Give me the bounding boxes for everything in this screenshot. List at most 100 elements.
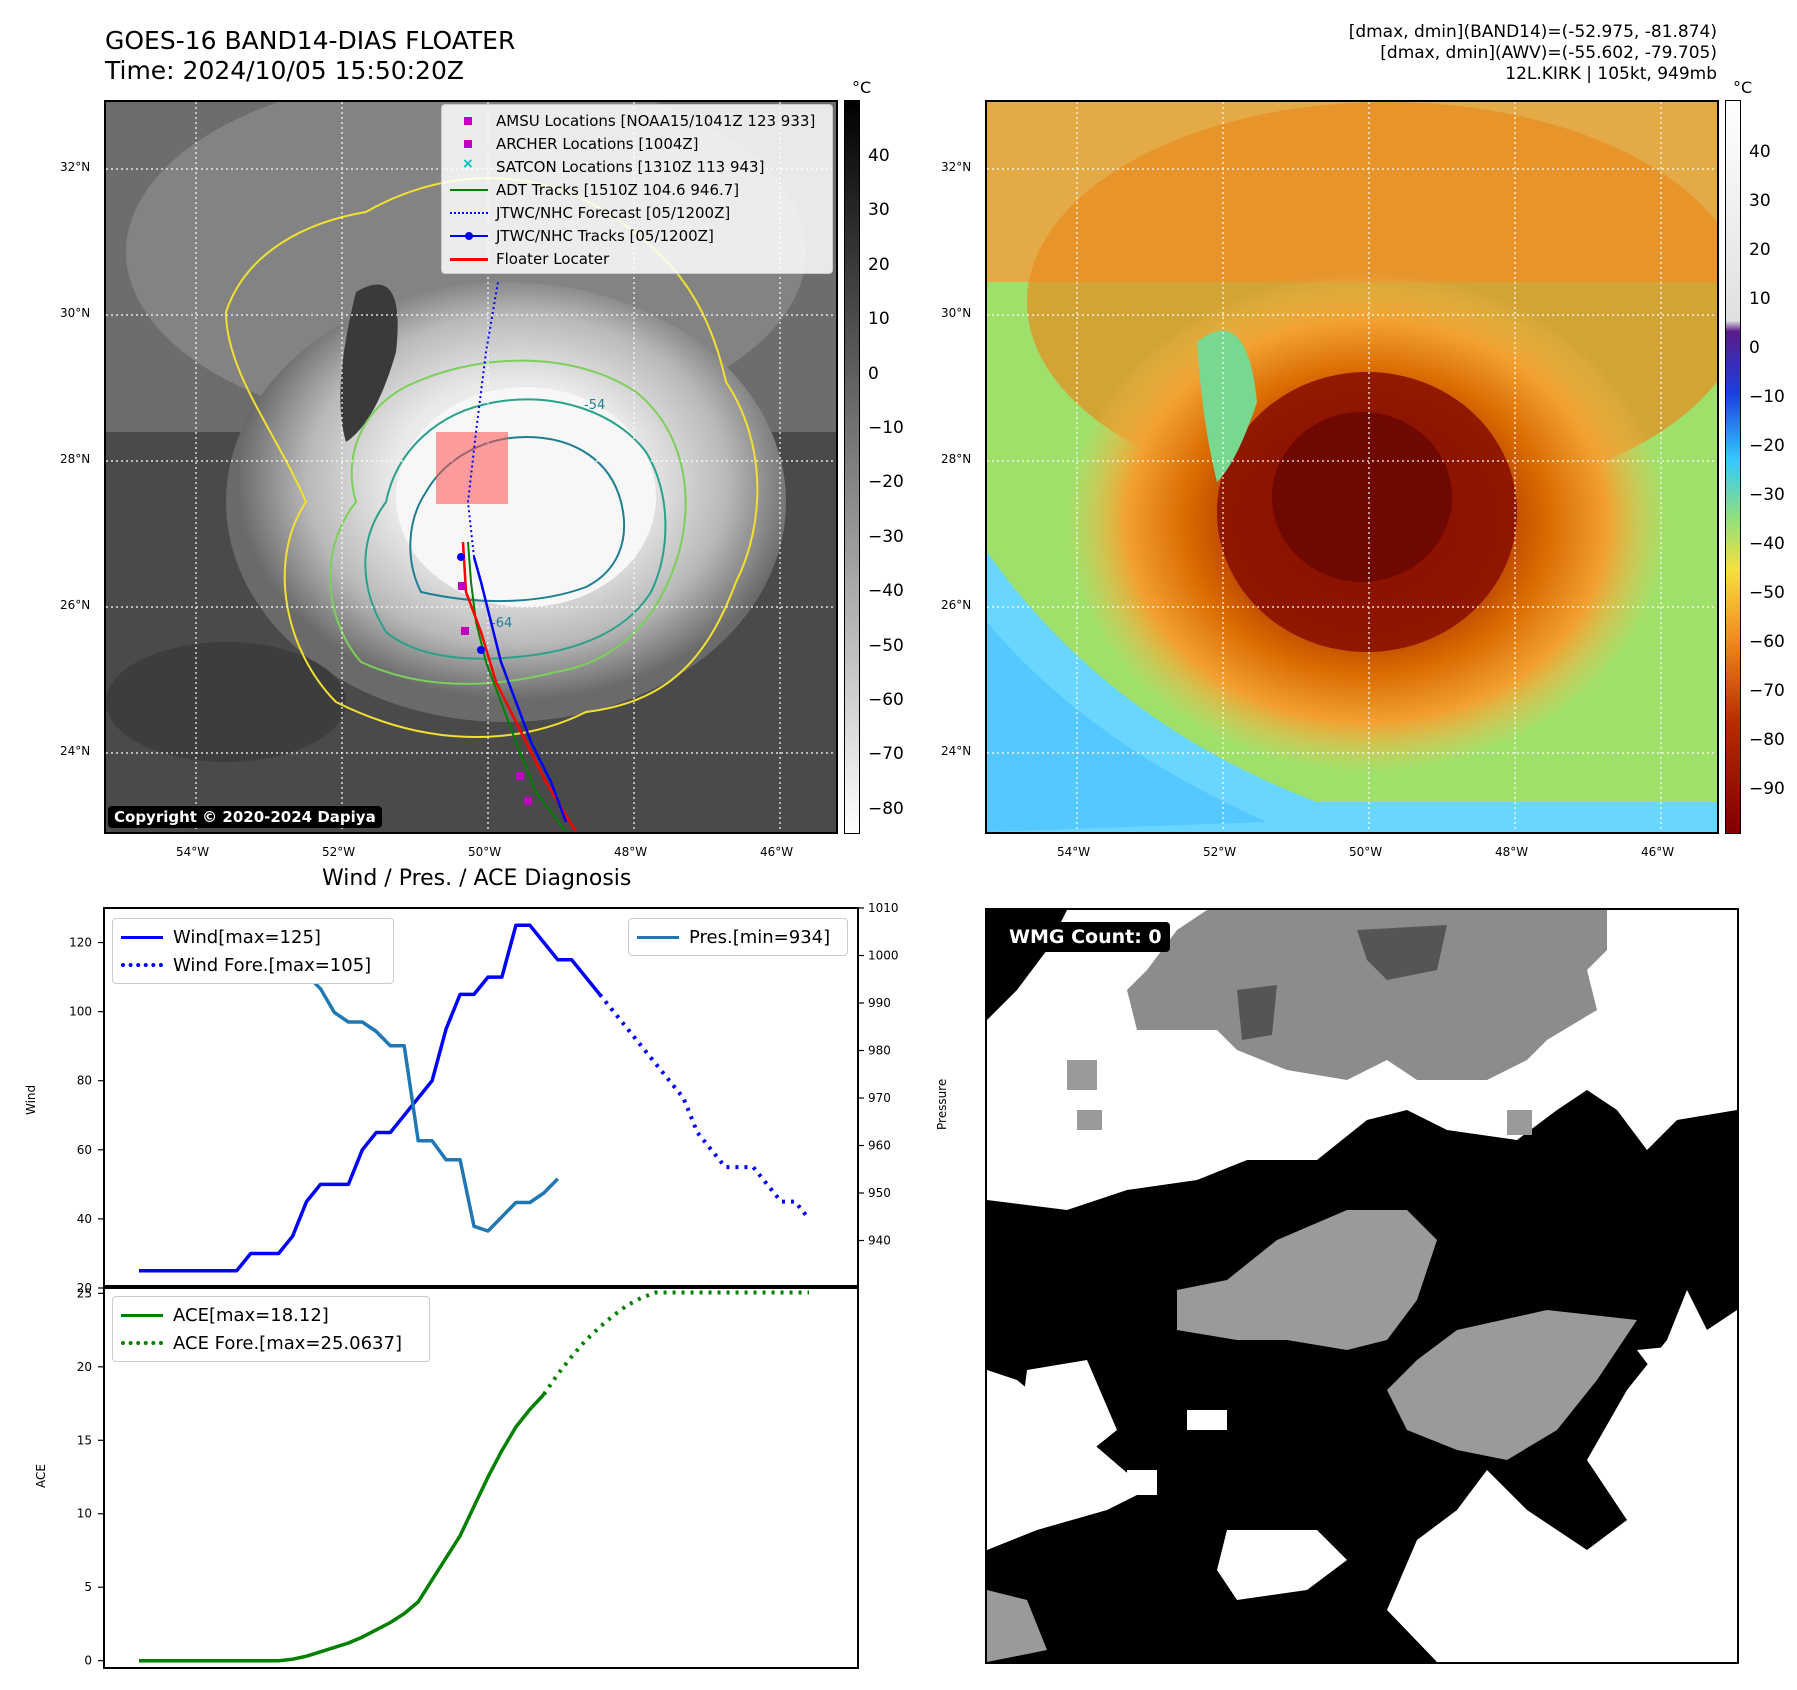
ace-chart-ytick-label: 5 bbox=[84, 1580, 92, 1594]
colorbar-right-label: 0 bbox=[1749, 338, 1760, 358]
wind-chart-ytick-label: 80 bbox=[77, 1074, 92, 1088]
awv-map-image bbox=[987, 102, 1717, 832]
colorbar-left-label: −10 bbox=[868, 418, 904, 438]
wind-chart-ytick-label: 40 bbox=[77, 1212, 92, 1226]
wmg-panel: WMG Count: 0 bbox=[985, 908, 1739, 1664]
legend-ace-forecast: ACE Fore.[max=25.0637] bbox=[121, 1329, 421, 1357]
ir-map-panel: -54 -64 Copyright © 2020-2024 Dapiya AMS… bbox=[104, 100, 838, 834]
wind-chart-y2tick-label: 1010 bbox=[868, 901, 899, 915]
floater-box bbox=[436, 432, 508, 504]
colorbar-left-label: −70 bbox=[868, 744, 904, 765]
colorbar-left-label: −60 bbox=[868, 690, 904, 710]
lon-label-52-left: 52°W bbox=[322, 845, 356, 859]
colorbar-right-label: 30 bbox=[1749, 191, 1771, 211]
colorbar-left-label: −40 bbox=[868, 581, 904, 602]
lon-label-52-right: 52°W bbox=[1203, 845, 1237, 859]
figure-title: GOES-16 BAND14-DIAS FLOATER bbox=[105, 26, 516, 55]
ace-chart-ytick-label: 10 bbox=[77, 1507, 92, 1521]
band14-range: [dmax, dmin](BAND14)=(-52.975, -81.874) bbox=[1348, 22, 1717, 42]
legend-item-archer: ARCHER Locations [1004Z] bbox=[450, 132, 824, 155]
colorbar-right-label: −10 bbox=[1749, 387, 1785, 407]
lat-label-24-left: 24°N bbox=[60, 744, 91, 758]
legend-ace: ACE[max=18.12] bbox=[121, 1301, 421, 1329]
legend-item-floater: Floater Locater bbox=[450, 247, 824, 270]
colorbar-right-label: −40 bbox=[1749, 534, 1785, 554]
colorbar-right-unit: °C bbox=[1733, 78, 1753, 97]
wind-chart-ytick-label: 20 bbox=[77, 1281, 92, 1295]
lon-label-48-left: 48°W bbox=[614, 845, 648, 859]
track-points bbox=[457, 553, 485, 654]
colorbar-left-label: 0 bbox=[868, 363, 879, 384]
copyright-badge: Copyright © 2020-2024 Dapiya bbox=[108, 806, 382, 828]
adt-track bbox=[467, 541, 567, 832]
nhc-track bbox=[472, 556, 568, 823]
wind-chart-y2tick-label: 1000 bbox=[868, 949, 899, 963]
legend-pressure: Pres.[min=934] bbox=[637, 923, 839, 951]
colorbar-right-label: −70 bbox=[1749, 681, 1785, 701]
colorbar-left-label: 40 bbox=[868, 146, 890, 166]
wind-chart-ytick-label: 100 bbox=[69, 1005, 92, 1019]
lon-label-48-right: 48°W bbox=[1495, 845, 1529, 859]
legend-item-forecast: JTWC/NHC Forecast [05/1200Z] bbox=[450, 201, 824, 224]
ace-chart-ytick-label: 20 bbox=[77, 1360, 92, 1374]
diagnosis-charts: 1201008060402010101000990980970960950940… bbox=[69, 901, 899, 1669]
storm-info: 12L.KIRK | 105kt, 949mb bbox=[1505, 64, 1717, 84]
lon-label-54-left: 54°W bbox=[176, 845, 210, 859]
ace-chart-ytick-label: 15 bbox=[77, 1433, 92, 1447]
colorbar-right-label: 10 bbox=[1749, 289, 1771, 309]
colorbar-right-label: −90 bbox=[1749, 779, 1785, 799]
awv-map-panel bbox=[985, 100, 1719, 834]
wind-chart-ytick-label: 60 bbox=[77, 1143, 92, 1157]
legend-item-amsu: AMSU Locations [NOAA15/1041Z 123 933] bbox=[450, 109, 824, 132]
wind-chart-series-1 bbox=[598, 993, 811, 1221]
colorbar-right-label: −20 bbox=[1749, 436, 1785, 456]
lon-label-46-right: 46°W bbox=[1641, 845, 1675, 859]
ace-chart: 25 20 15 10 5 0 bbox=[77, 1285, 859, 1669]
colorbar-left-unit: °C bbox=[852, 78, 872, 97]
ace-legend: ACE[max=18.12] ACE Fore.[max=25.0637] bbox=[112, 1296, 430, 1362]
lat-label-28-left: 28°N bbox=[60, 452, 91, 466]
colorbar-right-label: −60 bbox=[1749, 632, 1785, 652]
wind-pressure-chart: 120 100 80 60 40 20 1010 1000 990 980 970 960 950 940 bbox=[69, 901, 898, 1295]
wind-axis-label: Wind bbox=[24, 1084, 38, 1115]
floater-track bbox=[461, 541, 578, 832]
wind-chart-ytick-label: 120 bbox=[69, 936, 92, 950]
colorbar-left-label: −80 bbox=[868, 798, 904, 819]
diagnosis-title: Wind / Pres. / ACE Diagnosis bbox=[322, 866, 632, 891]
colorbar-left-label: −20 bbox=[868, 472, 904, 493]
wind-legend: Wind[max=125] Wind Fore.[max=105] bbox=[112, 918, 394, 984]
lat-label-26-left: 26°N bbox=[60, 598, 91, 612]
wind-chart-series-0 bbox=[139, 923, 602, 1273]
colorbar-right-label: −50 bbox=[1749, 583, 1785, 603]
lat-label-32-right: 32°N bbox=[941, 160, 972, 174]
colorbar-right-label: −80 bbox=[1749, 730, 1785, 750]
contour-label-54: -54 bbox=[584, 398, 605, 413]
colorbar-right-label: 20 bbox=[1749, 240, 1771, 260]
lat-label-28-right: 28°N bbox=[941, 452, 972, 466]
contour-label-64: -64 bbox=[491, 616, 512, 631]
colorbar-left-label: −50 bbox=[868, 635, 904, 656]
lon-label-46-left: 46°W bbox=[760, 845, 794, 859]
ace-axis-label: ACE bbox=[34, 1464, 48, 1488]
lon-label-50-left: 50°W bbox=[468, 845, 502, 859]
awv-map-gridlines bbox=[987, 102, 1717, 832]
pressure-legend: Pres.[min=934] bbox=[628, 918, 848, 956]
lat-label-32-left: 32°N bbox=[60, 160, 91, 174]
legend-item-adt: ADT Tracks [1510Z 104.6 946.7] bbox=[450, 178, 824, 201]
colorbar-left bbox=[844, 100, 860, 834]
lon-label-50-right: 50°W bbox=[1349, 845, 1383, 859]
lat-label-26-right: 26°N bbox=[941, 598, 972, 612]
figure-time: Time: 2024/10/05 15:50:20Z bbox=[105, 56, 464, 85]
awv-range: [dmax, dmin](AWV)=(-55.602, -79.705) bbox=[1380, 43, 1717, 63]
colorbar-left-label: 10 bbox=[868, 309, 890, 330]
legend-item-nhc-tracks: JTWC/NHC Tracks [05/1200Z] bbox=[450, 224, 824, 247]
wind-chart-y2tick-label: 940 bbox=[868, 1234, 891, 1248]
nhc-forecast bbox=[466, 281, 499, 558]
lat-label-24-right: 24°N bbox=[941, 744, 972, 758]
lon-label-54-right: 54°W bbox=[1057, 845, 1091, 859]
ace-chart-series-0 bbox=[139, 1393, 546, 1663]
lat-label-30-right: 30°N bbox=[941, 306, 972, 320]
wind-chart-y2tick-label: 970 bbox=[868, 1091, 891, 1105]
wind-chart-y2tick-label: 960 bbox=[868, 1139, 891, 1153]
amsu-points bbox=[458, 582, 532, 805]
